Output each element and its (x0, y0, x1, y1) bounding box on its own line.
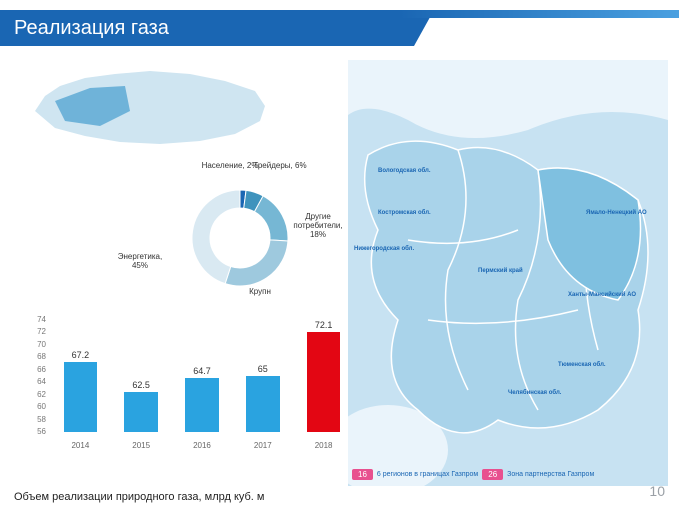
bar-chart-ytick: 64 (20, 377, 46, 386)
donut-slice-label: Население, 2% (200, 162, 260, 171)
page-title: Реализация газа (14, 17, 169, 40)
title-bar: Реализация газа (0, 10, 414, 46)
bar-chart-ytick: 62 (20, 390, 46, 399)
map-region-label: Вологодская обл. (378, 168, 431, 175)
map-region-label: Ямало-Ненецкий АО (586, 210, 647, 217)
map-region-label: Костромская обл. (378, 210, 431, 217)
bar-chart-ytick: 72 (20, 327, 46, 336)
donut-chart: Энергетика, 45%КрупнДругие потребители, … (160, 168, 320, 308)
bar-xlabel: 2016 (179, 441, 224, 450)
bar (307, 332, 340, 432)
bar-chart-ytick: 58 (20, 415, 46, 424)
bar (246, 376, 279, 432)
legend-item: 26Зона партнерства Газпром (482, 466, 594, 482)
bar-xlabel: 2015 (118, 441, 163, 450)
map-legend: 166 регионов в границах Газпром26Зона па… (352, 466, 664, 482)
bar-xlabel: 2018 (301, 441, 346, 450)
map-region-label: Челябинская обл. (508, 390, 561, 397)
bar (124, 392, 157, 432)
map-region-label: Тюменская обл. (558, 362, 606, 369)
bar-xlabel: 2014 (58, 441, 103, 450)
bar-value-label: 62.5 (118, 380, 163, 390)
bar-chart-ytick: 60 (20, 402, 46, 411)
page-number: 10 (649, 483, 665, 499)
bar-xlabel: 2017 (240, 441, 285, 450)
donut-slice-label: Крупн (230, 288, 290, 297)
map-region-label: Нижегородская обл. (354, 246, 414, 253)
bar-chart-ytick: 74 (20, 315, 46, 324)
bar-value-label: 67.2 (58, 350, 103, 360)
bar-value-label: 64.7 (179, 366, 224, 376)
bar-value-label: 72.1 (301, 320, 346, 330)
bar-chart-ytick: 68 (20, 352, 46, 361)
legend-item: 166 регионов в границах Газпром (352, 466, 478, 482)
map-region-label: Пермский край (478, 268, 523, 275)
regional-map: Вологодская обл. Костромская обл. Нижегоро… (348, 60, 668, 486)
russia-outline-map (30, 56, 270, 156)
bar-chart-caption: Объем реализации природного газа, млрд к… (14, 491, 265, 503)
donut-slice-label: Другие потребители, 18% (288, 213, 348, 239)
bar (64, 362, 97, 432)
map-region-label: Ханты-Мансийский АО (568, 292, 636, 299)
bar-chart-ytick: 66 (20, 365, 46, 374)
bar-value-label: 65 (240, 364, 285, 374)
title-stripe (400, 10, 679, 18)
gas-volume-bar-chart: 56586062646668707274 67.2201462.5201564.… (20, 320, 360, 470)
donut-slice-label: Энергетика, 45% (110, 253, 170, 271)
bar-chart-ytick: 70 (20, 340, 46, 349)
bar-chart-ytick: 56 (20, 427, 46, 436)
bar (185, 378, 218, 432)
